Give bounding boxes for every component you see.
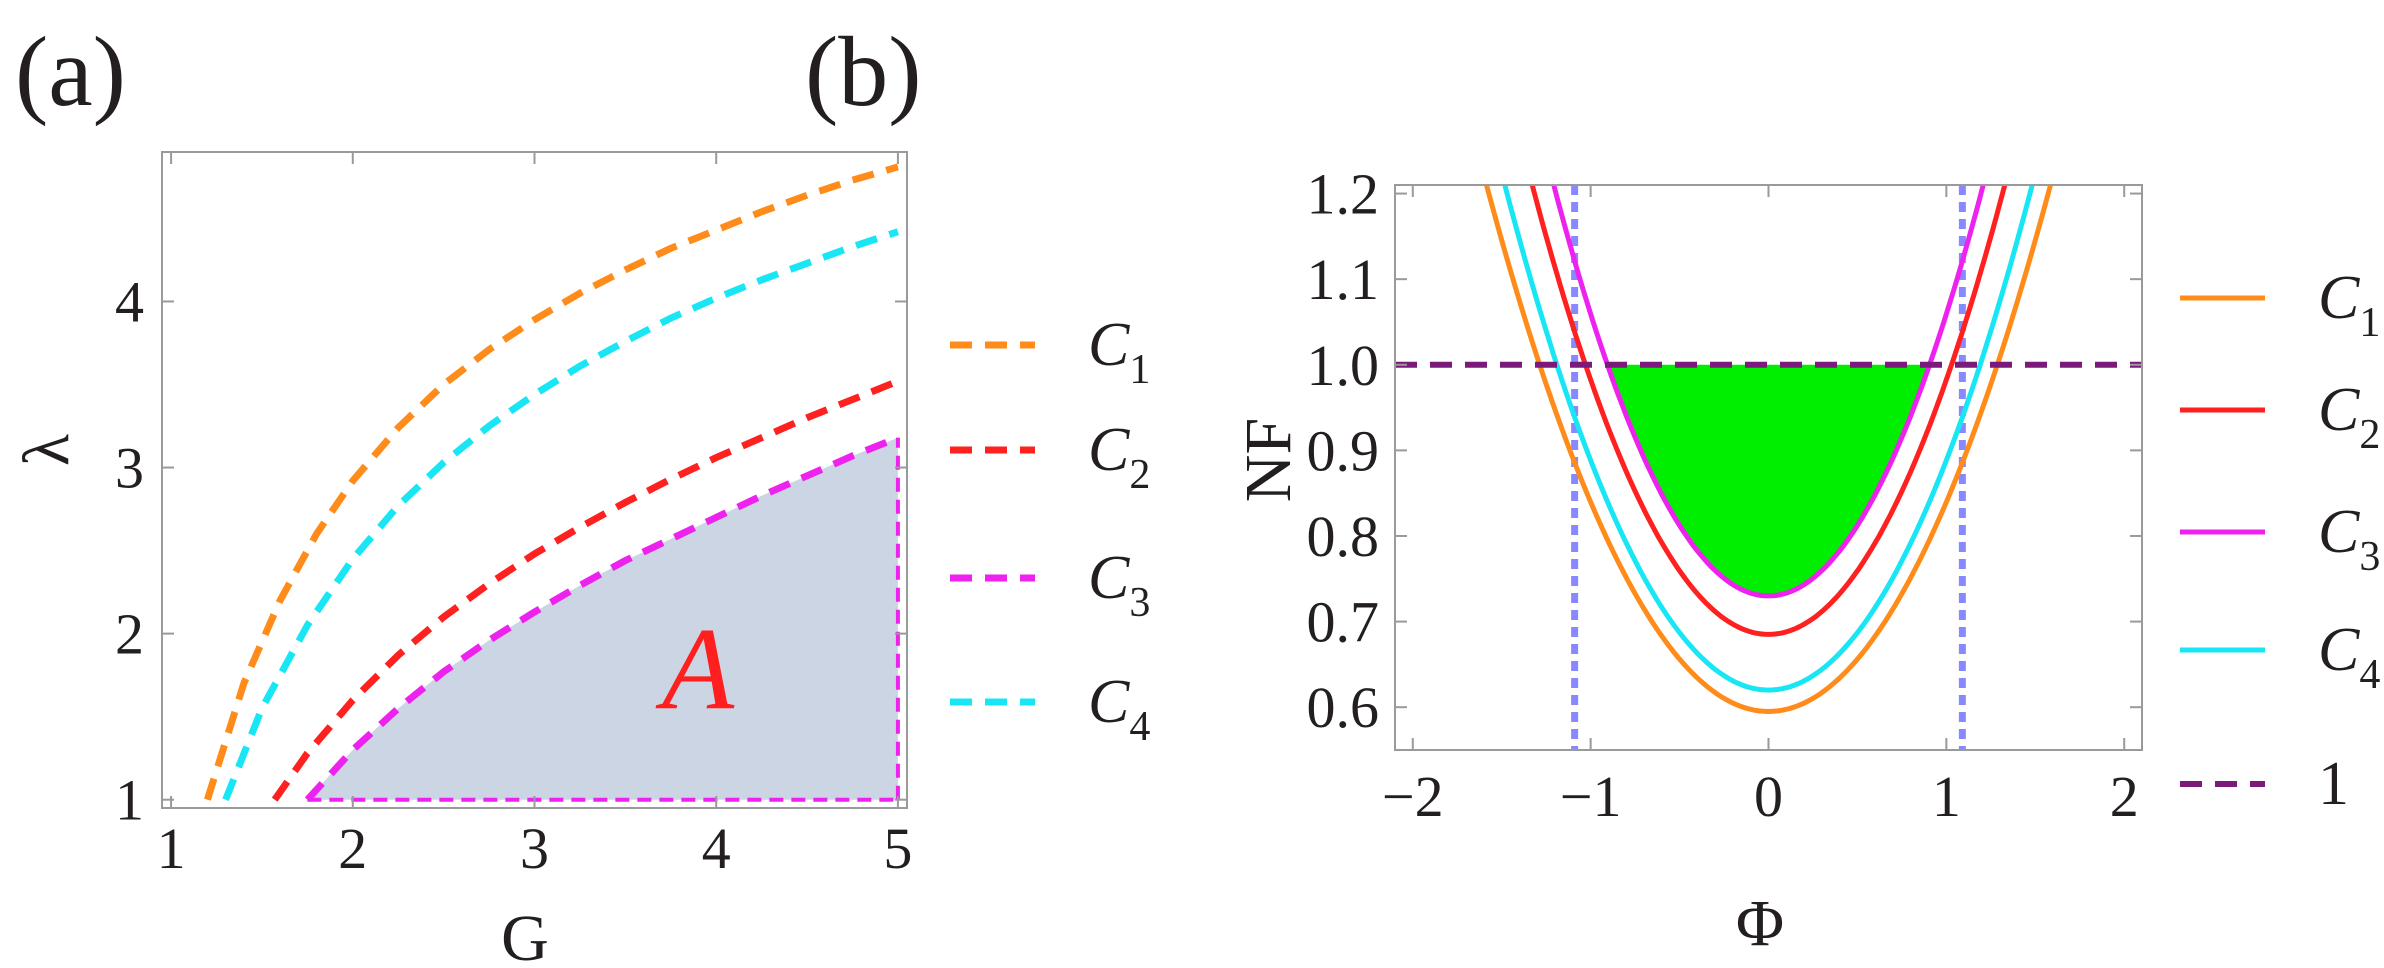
x-tick-label: 1 (157, 816, 186, 881)
x-tick-label: −1 (1560, 764, 1622, 829)
y-tick-label: 4 (115, 269, 144, 334)
legend-label-c2: C2 (1088, 416, 1150, 498)
panel-a-legend: C1 C2 C3 C4 (950, 311, 1150, 750)
series-c4-line (222, 228, 899, 801)
y-tick-label: 1.2 (1307, 162, 1380, 227)
panel-a: (a) 1 2 3 4 5 1 2 3 4 A G λ C1 C2 C3 C4 (10, 16, 1150, 968)
x-tick-label: 3 (520, 816, 549, 881)
feasible-region-fill (1607, 364, 1930, 596)
x-tick-label: 5 (883, 816, 912, 881)
panel-b-legend: C1 C2 C3 C4 1 (2180, 264, 2380, 818)
panel-b-ylabel: NF (1232, 418, 1305, 502)
panel-b: (b) −2 −1 0 1 2 0.6 0.7 0.8 0.9 1.0 1.1 1.2 Φ NF C1… (805, 16, 2380, 960)
panel-a-ylabel: λ (10, 434, 83, 466)
panel-a-series (204, 163, 900, 803)
legend-label-c3: C3 (2318, 498, 2380, 580)
x-tick-label: 4 (702, 816, 731, 881)
panel-a-label: (a) (15, 16, 126, 127)
y-tick-label: 0.9 (1307, 418, 1380, 483)
y-tick-label: 1.0 (1307, 333, 1380, 398)
x-tick-label: 0 (1754, 764, 1783, 829)
panel-a-ticks: 1 2 3 4 5 1 2 3 4 (115, 152, 912, 881)
series-c4-curve (1502, 184, 2035, 693)
x-tick-label: −2 (1382, 764, 1444, 829)
x-tick-label: 1 (1932, 764, 1961, 829)
x-tick-label: 2 (2110, 764, 2139, 829)
x-tick-label: 2 (338, 816, 367, 881)
feasible-fill (1607, 364, 1930, 596)
series-c3-curve (1551, 184, 1986, 599)
y-tick-label: 2 (115, 602, 144, 667)
panel-b-label: (b) (805, 16, 922, 127)
series-c1-curve (1484, 184, 2053, 715)
legend-label-c3: C3 (1088, 544, 1150, 626)
panel-b-series (1395, 184, 2142, 715)
panel-a-xlabel: G (501, 902, 549, 968)
legend-label-c2: C2 (2318, 376, 2380, 458)
legend-label-c1: C1 (2318, 264, 2380, 346)
series-c2-curve (1529, 184, 2008, 637)
region-label: A (655, 603, 735, 734)
panel-b-xlabel: Φ (1736, 887, 1784, 960)
panel-b-ticks: −2 −1 0 1 2 0.6 0.7 0.8 0.9 1.0 1.1 1.2 (1307, 162, 2142, 829)
region-a-area (307, 437, 898, 800)
vertical-markers (1571, 185, 1966, 750)
region-a (307, 437, 900, 802)
legend-label-c4: C4 (2318, 616, 2380, 698)
y-tick-label: 0.7 (1307, 590, 1380, 655)
legend-label-constant-1: 1 (2318, 750, 2349, 818)
series-c1-line (204, 163, 899, 801)
y-tick-label: 1.1 (1307, 247, 1380, 312)
series-c2-line (271, 377, 900, 802)
legend-label-c4: C4 (1088, 668, 1150, 750)
legend-label-c1: C1 (1088, 311, 1150, 393)
y-tick-label: 0.8 (1307, 504, 1380, 569)
y-tick-label: 0.6 (1307, 675, 1380, 740)
y-tick-label: 3 (115, 436, 144, 501)
y-tick-label: 1 (115, 768, 144, 833)
